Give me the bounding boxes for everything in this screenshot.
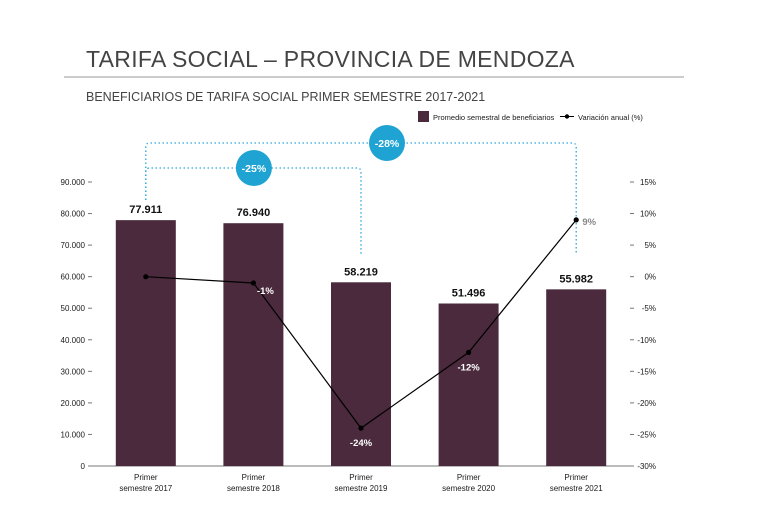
y-right-tick-label: 15% <box>640 178 656 187</box>
y-right-tick-label: -10% <box>637 336 656 345</box>
comparison-brackets: -25% -28% <box>145 125 577 255</box>
y-left-tick-label: 0 <box>81 462 86 471</box>
variation-label: -24% <box>350 438 373 449</box>
variation-point <box>573 217 579 223</box>
bar <box>331 282 391 466</box>
variation-point <box>358 425 364 431</box>
category-label: semestre 2019 <box>335 484 388 493</box>
y-right-tick-label: 10% <box>640 210 656 219</box>
variation-point <box>143 274 149 280</box>
bar-value-label: 77.911 <box>129 204 162 216</box>
y-left-tick-label: 60.000 <box>61 273 86 282</box>
category-label: semestre 2017 <box>119 484 172 493</box>
bars: 77.911 76.940 58.219 51.496 55.982 <box>115 204 607 466</box>
y-right-tick-label: -15% <box>637 367 656 376</box>
category-label: Primer <box>457 473 481 482</box>
comparison-badge <box>235 150 272 186</box>
comparison-bracket <box>145 142 577 255</box>
bar <box>546 289 607 466</box>
category-label: Primer <box>564 473 588 482</box>
y-right-tick-label: 0% <box>644 273 656 282</box>
variation-label: -1% <box>257 286 274 297</box>
bar-value-label: 51.496 <box>452 288 486 300</box>
legend: Promedio semestral de beneficiarios Varia… <box>418 111 643 122</box>
variation-label: -12% <box>458 362 481 373</box>
comparison-badge-label: -25% <box>242 163 267 175</box>
y-right-tick-label: -20% <box>637 399 656 408</box>
y-right-tick-label: -30% <box>637 462 656 471</box>
bar-value-label: 58.219 <box>344 266 378 278</box>
y-left-tick-label: 40.000 <box>61 336 86 345</box>
bar <box>223 223 284 466</box>
category-labels: Primer semestre 2017 Primer semestre 2018 Pr… <box>119 473 603 493</box>
y-left-tick-label: 70.000 <box>61 241 86 250</box>
variation-point <box>466 349 472 355</box>
y-right-tick-label: -5% <box>642 304 656 313</box>
legend-swatch-bars <box>418 111 429 122</box>
y-left-tick-label: 80.000 <box>61 210 86 219</box>
variation-label: 9% <box>582 217 596 228</box>
y-left-tick-label: 90.000 <box>61 178 86 187</box>
category-label: semestre 2018 <box>227 484 280 493</box>
category-label: Primer <box>134 473 158 482</box>
bar-value-label: 55.982 <box>559 273 593 285</box>
variation-line: -1% -24% -12% 9% <box>143 217 597 449</box>
category-label: Primer <box>242 473 266 482</box>
y-right-tick-label: 5% <box>644 241 656 250</box>
category-label: Primer <box>349 473 373 482</box>
y-left-tick-label: 10.000 <box>61 430 86 439</box>
category-label: semestre 2021 <box>550 484 603 493</box>
bar-value-label: 76.940 <box>237 207 271 219</box>
chart-subtitle: BENEFICIARIOS DE TARIFA SOCIAL PRIMER SE… <box>86 90 485 104</box>
bar <box>438 303 499 466</box>
legend-swatch-line-marker <box>564 114 570 119</box>
comparison-bracket <box>145 167 362 255</box>
comparison-badge <box>369 125 405 161</box>
legend-label-bars: Promedio semestral de beneficiarios <box>433 113 555 122</box>
page-title: TARIFA SOCIAL – PROVINCIA DE MENDOZA <box>86 46 575 72</box>
y-left-tick-label: 50.000 <box>61 304 86 313</box>
variation-point <box>250 280 256 286</box>
y-left-tick-label: 20.000 <box>61 399 86 408</box>
y-right-tick-label: -25% <box>637 430 656 439</box>
bar <box>115 220 176 466</box>
legend-label-line: Variación anual (%) <box>578 113 643 122</box>
y-left-tick-label: 30.000 <box>61 367 86 376</box>
category-label: semestre 2020 <box>442 484 495 493</box>
axes: 0 10.000 20.000 30.000 40.000 50.000 60.000 70.… <box>61 178 656 471</box>
comparison-badge-label: -28% <box>375 138 400 150</box>
